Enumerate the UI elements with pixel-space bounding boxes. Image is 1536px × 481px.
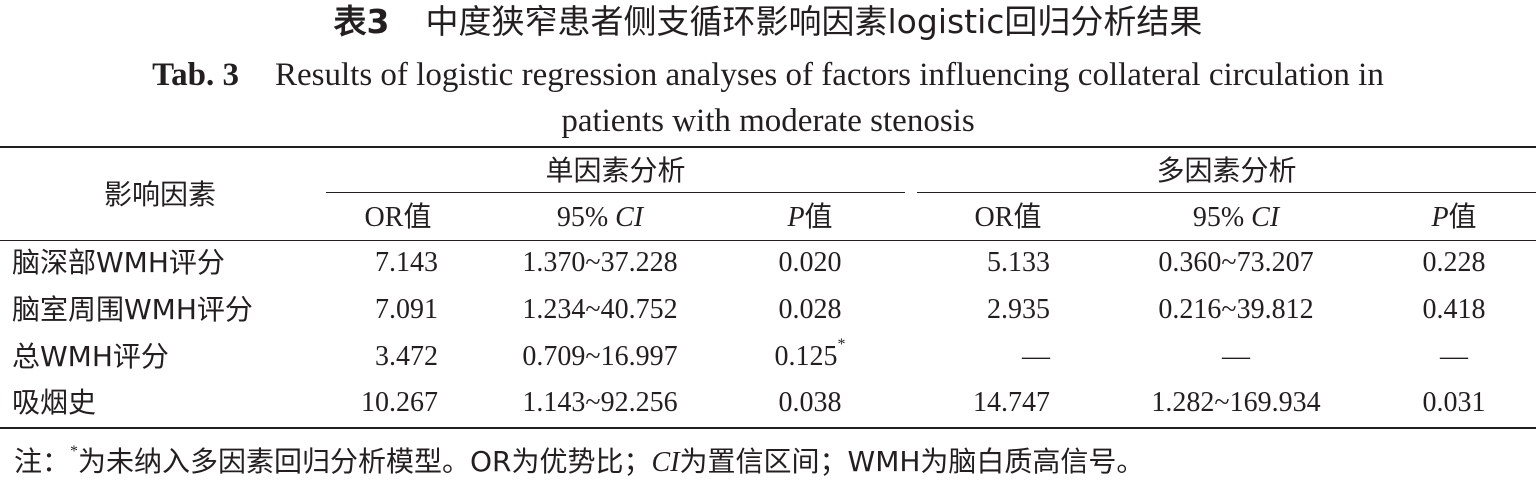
header-u-ci-prefix: 95% <box>556 202 616 233</box>
header-m-p-label: P <box>1431 202 1449 233</box>
cell-factor: 脑室周围WMH评分 <box>12 293 253 326</box>
header-u-p-label: P <box>787 202 805 233</box>
cell-u-p: 0.038 <box>740 383 880 423</box>
cell-u-or: 7.143 <box>375 247 438 278</box>
table-title-zh: 中度狭窄患者侧支循环影响因素logistic回归分析结果 <box>425 2 1203 41</box>
cell-m-or: — <box>1022 341 1050 372</box>
cell-u-p-value: 0.020 <box>778 247 842 278</box>
cell-m-ci: 0.216~39.812 <box>1158 294 1314 325</box>
header-m-or: OR值 <box>974 202 1042 233</box>
table-title-en-line1: Results of logistic regression analyses … <box>275 57 1384 93</box>
cell-u-ci: 1.370~37.228 <box>522 247 678 278</box>
cell-factor: 总WMH评分 <box>12 340 169 373</box>
cell-m-or: 2.935 <box>987 294 1050 325</box>
cell-u-ci: 1.234~40.752 <box>522 294 678 325</box>
cell-u-ci: 0.709~16.997 <box>522 341 678 372</box>
cell-u-p-value: 0.125 <box>774 341 838 372</box>
footnote-ci: CI <box>651 447 680 478</box>
cell-m-p: — <box>1440 341 1468 372</box>
cell-u-ci: 1.143~92.256 <box>522 387 678 418</box>
header-u-ci: 95% CI <box>480 198 720 238</box>
cell-u-p-value: 0.038 <box>778 387 842 418</box>
cell-u-or: 7.091 <box>375 294 438 325</box>
cell-factor: 吸烟史 <box>12 386 97 419</box>
cell-u-p: 0.020 <box>740 243 880 283</box>
multivariate-group-rule <box>917 192 1536 193</box>
table-header-rule <box>0 240 1536 241</box>
header-m-p: P值 <box>1384 198 1524 238</box>
cell-u-p-mark: * <box>837 336 846 353</box>
footnote-prefix: 注： <box>14 445 71 478</box>
table-footnote: 注：*为未纳入多因素回归分析模型。OR为优势比；CI为置信区间；WMH为脑白质高… <box>14 444 1144 481</box>
cell-u-or: 3.472 <box>375 341 438 372</box>
cell-m-or: 5.133 <box>987 247 1050 278</box>
cell-m-p: 0.228 <box>1422 247 1486 278</box>
cell-m-ci: 0.360~73.207 <box>1158 247 1314 278</box>
header-u-p-suffix: 值 <box>804 202 833 233</box>
cell-u-p-value: 0.028 <box>778 294 842 325</box>
cell-m-ci: — <box>1222 341 1250 372</box>
table-caption-zh: 表3 中度狭窄患者侧支循环影响因素logistic回归分析结果 <box>0 2 1536 42</box>
cell-u-p: 0.028 <box>740 290 880 330</box>
table-top-rule <box>0 146 1536 148</box>
cell-u-or: 10.267 <box>361 387 438 418</box>
header-u-ci-label: CI <box>615 202 644 233</box>
table-number-en: Tab. 3 <box>152 57 239 93</box>
header-m-ci-prefix: 95% <box>1192 202 1252 233</box>
table-number-zh: 表3 <box>333 2 390 41</box>
header-u-p: P值 <box>740 198 880 238</box>
footnote-star: * <box>70 443 79 460</box>
header-m-ci-label: CI <box>1251 202 1280 233</box>
footnote-text2: 为置信区间；WMH为脑白质高信号。 <box>679 445 1145 478</box>
header-multivariate: 多因素分析 <box>1156 154 1297 187</box>
header-u-or: OR值 <box>364 202 432 233</box>
cell-m-ci: 1.282~169.934 <box>1151 387 1321 418</box>
header-factor: 影响因素 <box>103 178 216 211</box>
cell-m-p: 0.418 <box>1422 294 1486 325</box>
table-bottom-rule <box>0 427 1536 429</box>
table-title-en-line2: patients with moderate stenosis <box>561 103 975 139</box>
univariate-group-rule <box>326 192 905 193</box>
cell-factor: 脑深部WMH评分 <box>12 246 225 279</box>
header-univariate: 单因素分析 <box>545 154 686 187</box>
table-caption-en: Tab. 3 Results of logistic regression ana… <box>0 52 1536 144</box>
header-m-ci: 95% CI <box>1116 198 1356 238</box>
header-m-p-suffix: 值 <box>1448 202 1477 233</box>
footnote-text1: 为未纳入多因素回归分析模型。OR为优势比； <box>78 445 652 478</box>
cell-m-p: 0.031 <box>1422 387 1486 418</box>
cell-m-or: 14.747 <box>973 387 1050 418</box>
cell-u-p: 0.125* <box>740 337 880 377</box>
